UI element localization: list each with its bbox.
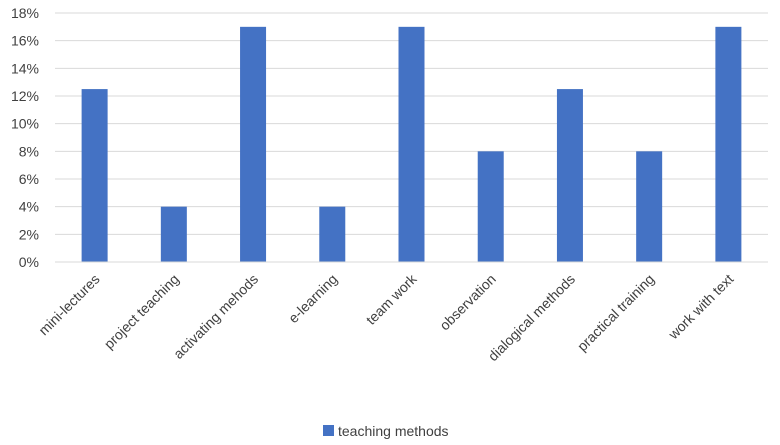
x-category-label: mini-lectures [35, 271, 102, 338]
bar [81, 89, 108, 262]
y-tick-label: 6% [19, 171, 39, 187]
bar [240, 26, 267, 263]
x-category-label: team work [363, 270, 421, 328]
bar [319, 206, 346, 262]
bar [398, 26, 425, 263]
bar [477, 151, 504, 262]
legend: teaching methods [323, 423, 449, 439]
x-category-label: practical training [574, 271, 657, 354]
legend-swatch [323, 425, 334, 436]
bar [636, 151, 663, 262]
legend-label: teaching methods [338, 423, 449, 439]
y-tick-label: 2% [19, 226, 39, 242]
y-tick-label: 12% [11, 88, 39, 104]
y-tick-label: 18% [11, 5, 39, 21]
bar [160, 206, 187, 262]
bar-series [81, 26, 742, 263]
x-category-label: dialogical methods [485, 271, 578, 364]
y-tick-label: 10% [11, 116, 39, 132]
y-tick-label: 4% [19, 199, 39, 215]
x-category-label: project teaching [101, 271, 182, 352]
y-tick-label: 8% [19, 143, 39, 159]
y-tick-label: 14% [11, 60, 39, 76]
y-axis-tick-labels: 0% 2% 4% 6% 8% 10% 12% 14% 16% 18% [11, 5, 39, 270]
y-tick-label: 0% [19, 254, 39, 270]
x-category-label: activating mehods [170, 271, 261, 362]
y-tick-label: 16% [11, 33, 39, 49]
x-category-label: e-learning [285, 271, 340, 326]
x-category-label: observation [436, 271, 499, 334]
x-category-label: work with text [665, 271, 737, 343]
bar [715, 26, 742, 263]
bar [556, 89, 583, 262]
